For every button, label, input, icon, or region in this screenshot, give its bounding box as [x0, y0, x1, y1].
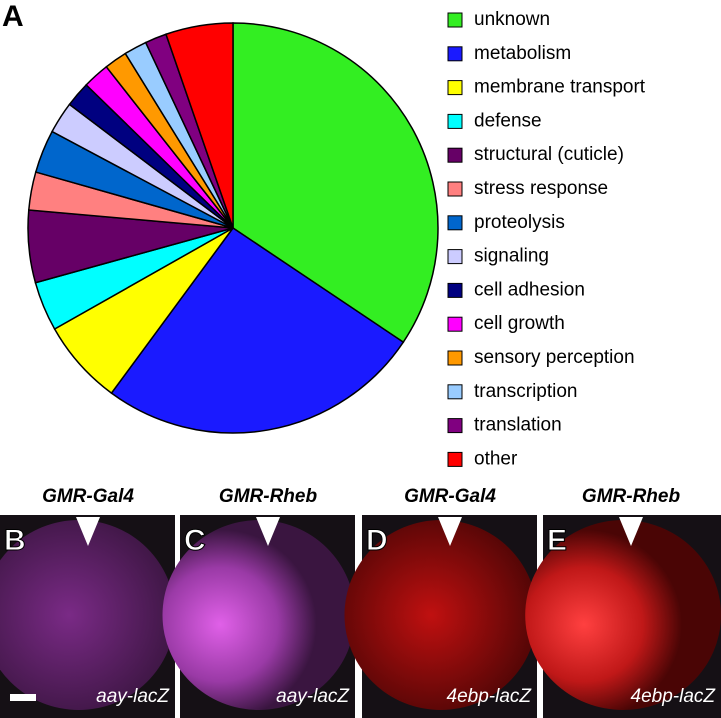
- legend-swatch: [447, 249, 463, 265]
- panel-reporter: aay-lacZ: [276, 686, 350, 707]
- legend-label: metabolism: [474, 43, 571, 64]
- legend-swatch: [447, 316, 463, 332]
- scale-bar: [10, 694, 36, 701]
- eye-disc: [344, 520, 537, 710]
- panel-genotype: GMR-Rheb: [582, 486, 681, 507]
- legend-label: structural (cuticle): [474, 144, 624, 165]
- legend-swatch: [447, 350, 463, 366]
- arrowhead: [619, 517, 643, 546]
- panel-label: E: [547, 524, 567, 557]
- panel-genotype: GMR-Gal4: [404, 486, 496, 507]
- arrowhead: [256, 517, 280, 546]
- eye-disc: [0, 520, 175, 710]
- legend-swatch: [447, 451, 463, 467]
- legend-label: cell adhesion: [474, 279, 585, 300]
- arrowhead: [438, 517, 462, 546]
- panel-label: D: [366, 524, 388, 557]
- legend-label: membrane transport: [474, 77, 646, 98]
- panel-label: C: [184, 524, 206, 557]
- legend-swatch: [447, 418, 463, 434]
- legend-swatch: [447, 12, 463, 28]
- legend-swatch: [447, 181, 463, 197]
- legend-swatch: [447, 147, 463, 163]
- eye-disc: [525, 520, 721, 710]
- legend-label: stress response: [474, 178, 608, 199]
- legend-label: other: [474, 448, 518, 469]
- legend-label: transcription: [474, 381, 578, 402]
- legend-swatch: [447, 80, 463, 96]
- panel-reporter: 4ebp-lacZ: [631, 686, 717, 707]
- panel-reporter: aay-lacZ: [96, 686, 170, 707]
- legend-swatch: [447, 46, 463, 62]
- legend-swatch: [447, 384, 463, 400]
- legend-label: translation: [474, 415, 562, 436]
- legend-swatch: [447, 215, 463, 231]
- legend-swatch: [447, 113, 463, 129]
- legend-label: cell growth: [474, 313, 565, 334]
- pie-slice: [165, 22, 234, 229]
- pie-slice: [110, 226, 405, 434]
- panel-genotype: GMR-Gal4: [42, 486, 134, 507]
- panel-reporter: 4ebp-lacZ: [447, 686, 533, 707]
- arrowhead: [76, 517, 100, 546]
- legend-label: signaling: [474, 246, 549, 267]
- panel-label: B: [4, 524, 26, 557]
- eye-disc: [162, 520, 355, 710]
- pie-slice: [232, 22, 439, 344]
- legend-label: sensory perception: [474, 347, 635, 368]
- legend-label: defense: [474, 110, 542, 131]
- legend-swatch: [447, 282, 463, 298]
- panel-genotype: GMR-Rheb: [219, 486, 318, 507]
- panel-label: A: [2, 0, 24, 33]
- legend-label: proteolysis: [474, 212, 565, 233]
- legend-label: unknown: [474, 9, 550, 30]
